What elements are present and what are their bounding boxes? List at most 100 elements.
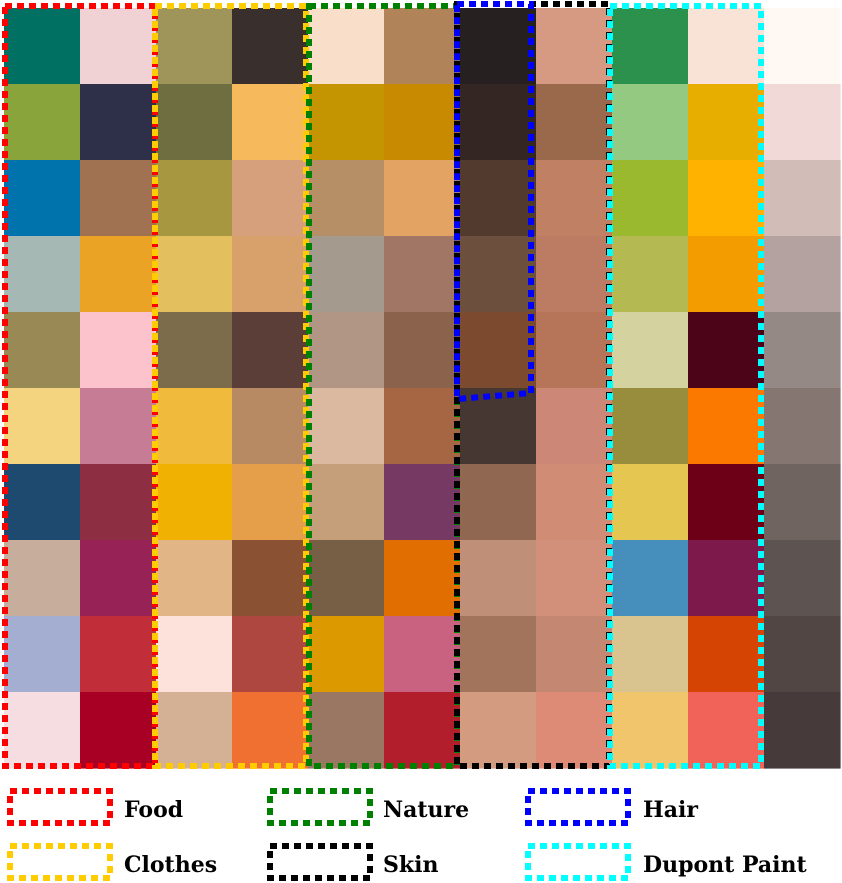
color-swatch bbox=[460, 388, 537, 465]
color-swatch bbox=[460, 540, 537, 617]
color-swatch bbox=[688, 236, 765, 313]
color-swatch bbox=[384, 8, 461, 85]
color-swatch bbox=[688, 464, 765, 541]
color-swatch bbox=[4, 160, 81, 237]
color-swatch bbox=[80, 84, 157, 161]
color-swatch bbox=[384, 312, 461, 389]
color-swatch bbox=[688, 616, 765, 693]
color-swatch bbox=[536, 388, 613, 465]
color-swatch bbox=[460, 236, 537, 313]
color-swatch bbox=[536, 8, 613, 85]
color-swatch bbox=[156, 540, 233, 617]
color-swatch bbox=[764, 160, 841, 237]
color-swatch bbox=[460, 160, 537, 237]
legend-label-food: Food bbox=[124, 797, 183, 823]
color-swatch bbox=[308, 540, 385, 617]
color-swatch bbox=[232, 312, 309, 389]
color-swatch bbox=[764, 236, 841, 313]
color-swatch bbox=[612, 692, 689, 769]
color-swatch bbox=[80, 312, 157, 389]
color-grid bbox=[4, 8, 841, 769]
color-swatch bbox=[232, 540, 309, 617]
category-borders bbox=[2, 1, 764, 769]
color-swatch bbox=[4, 692, 81, 769]
legend-swatch-skin bbox=[267, 843, 373, 881]
legend-label-clothes: Clothes bbox=[124, 852, 217, 878]
clothes-region-border bbox=[152, 3, 309, 769]
color-swatch bbox=[156, 236, 233, 313]
color-swatch bbox=[384, 388, 461, 465]
color-swatch bbox=[308, 464, 385, 541]
color-swatch bbox=[688, 84, 765, 161]
color-swatch bbox=[612, 388, 689, 465]
color-swatch bbox=[384, 540, 461, 617]
color-swatch bbox=[156, 8, 233, 85]
legend-swatch-hair bbox=[525, 788, 631, 826]
color-swatch bbox=[536, 312, 613, 389]
color-swatch bbox=[308, 616, 385, 693]
color-swatch bbox=[460, 692, 537, 769]
color-swatch bbox=[308, 236, 385, 313]
color-swatch bbox=[688, 312, 765, 389]
legend-swatch-nature bbox=[267, 788, 373, 826]
color-swatch bbox=[80, 236, 157, 313]
color-swatch bbox=[536, 464, 613, 541]
color-swatch bbox=[688, 692, 765, 769]
color-swatch bbox=[308, 8, 385, 85]
dupont-paint-region-border bbox=[607, 3, 764, 769]
color-swatch bbox=[460, 312, 537, 389]
color-swatch bbox=[232, 388, 309, 465]
color-swatch bbox=[384, 236, 461, 313]
legend-swatch-dupont-paint bbox=[525, 843, 631, 881]
color-swatch bbox=[308, 388, 385, 465]
color-swatch bbox=[4, 540, 81, 617]
color-swatch bbox=[80, 464, 157, 541]
color-swatch bbox=[156, 692, 233, 769]
hair-region-border bbox=[454, 1, 534, 403]
color-swatch bbox=[612, 616, 689, 693]
legend-label-skin: Skin bbox=[383, 852, 438, 878]
color-swatch bbox=[384, 692, 461, 769]
color-swatch bbox=[4, 312, 81, 389]
color-swatch bbox=[4, 464, 81, 541]
legend-label-hair: Hair bbox=[643, 797, 698, 823]
color-swatch bbox=[156, 312, 233, 389]
color-swatch bbox=[536, 160, 613, 237]
color-swatch bbox=[612, 84, 689, 161]
color-swatch bbox=[4, 236, 81, 313]
color-swatch bbox=[232, 84, 309, 161]
color-swatch bbox=[80, 8, 157, 85]
color-swatch bbox=[764, 8, 841, 85]
color-swatch bbox=[612, 312, 689, 389]
color-swatch bbox=[384, 616, 461, 693]
color-swatch bbox=[156, 464, 233, 541]
color-swatch bbox=[612, 540, 689, 617]
legend: Food Nature Hair Clothes Skin Dupont Pai… bbox=[7, 788, 808, 881]
color-swatch bbox=[688, 540, 765, 617]
color-swatch bbox=[156, 616, 233, 693]
color-swatch bbox=[764, 388, 841, 465]
color-swatch bbox=[80, 388, 157, 465]
color-swatch bbox=[156, 160, 233, 237]
color-swatch bbox=[80, 540, 157, 617]
color-swatch bbox=[764, 464, 841, 541]
color-swatch bbox=[688, 160, 765, 237]
color-swatch bbox=[764, 84, 841, 161]
color-swatch bbox=[232, 236, 309, 313]
color-swatch bbox=[460, 616, 537, 693]
legend-swatch-clothes bbox=[7, 843, 113, 881]
color-swatch bbox=[536, 692, 613, 769]
color-swatch bbox=[536, 236, 613, 313]
color-swatch bbox=[80, 692, 157, 769]
color-swatch bbox=[764, 312, 841, 389]
color-swatch bbox=[536, 616, 613, 693]
color-swatch bbox=[536, 540, 613, 617]
color-swatch bbox=[612, 236, 689, 313]
color-swatch bbox=[384, 84, 461, 161]
color-swatch bbox=[384, 160, 461, 237]
color-swatch bbox=[764, 540, 841, 617]
color-swatch bbox=[308, 160, 385, 237]
color-swatch bbox=[308, 84, 385, 161]
color-swatch bbox=[612, 8, 689, 85]
